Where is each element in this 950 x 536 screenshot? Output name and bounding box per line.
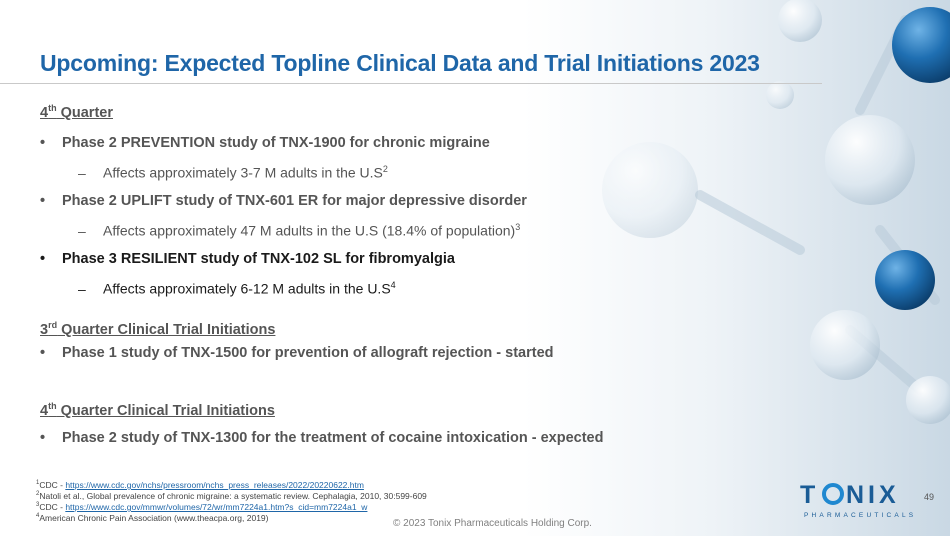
footnote-number: 3 (36, 502, 40, 509)
footnote-number: 4 (36, 513, 40, 520)
dash-symbol: – (78, 222, 86, 239)
bullet-text: Phase 2 study of TNX-1300 for the treatm… (62, 430, 604, 446)
sub-bullet-text: Affects approximately 3-7 M adults in th… (103, 164, 383, 181)
footnote-ref: 2 (382, 164, 388, 174)
heading-ordinal: th (48, 103, 57, 113)
title-divider (0, 83, 822, 84)
heading-ordinal: th (48, 401, 57, 411)
heading-number: 3 (40, 321, 49, 338)
bullet-symbol: • (40, 430, 46, 446)
footnote-ref: 4 (390, 280, 396, 290)
heading-text: Quarter Clinical Trial Initiations (57, 321, 276, 338)
heading-text: Quarter (56, 104, 113, 121)
copyright-notice: © 2023 Tonix Pharmaceuticals Holding Cor… (393, 518, 592, 529)
bullet-item: • Phase 2 study of TNX-1300 for the treat… (40, 430, 603, 446)
bullet-text: Phase 3 RESILIENT study of TNX-102 SL fo… (62, 251, 455, 267)
dash-symbol: – (78, 280, 86, 297)
section-heading-q3-initiations: 3rd Quarter Clinical Trial Initiations (40, 320, 275, 338)
bullet-item: • Phase 1 study of TNX-1500 for preventio… (40, 345, 554, 361)
svg-text:PHARMACEUTICALS: PHARMACEUTICALS (804, 512, 916, 519)
sub-bullet-item: – Affects approximately 6-12 M adults in … (78, 280, 396, 297)
bullet-symbol: • (40, 251, 46, 267)
bullet-item: • Phase 2 PREVENTION study of TNX-1900 fo… (40, 135, 490, 151)
bullet-item: • Phase 3 RESILIENT study of TNX-102 SL f… (40, 251, 455, 267)
footnote-number: 1 (36, 480, 40, 487)
sub-bullet-item: – Affects approximately 3-7 M adults in t… (78, 164, 388, 181)
svg-text:NIX: NIX (846, 481, 900, 509)
footnote-ref: 3 (515, 222, 521, 232)
dash-symbol: – (78, 164, 86, 181)
bullet-text: Phase 1 study of TNX-1500 for prevention… (62, 345, 554, 361)
footnote: 1CDC - https://www.cdc.gov/nchs/pressroo… (36, 480, 364, 490)
bullet-symbol: • (40, 345, 46, 361)
heading-number: 4 (40, 402, 49, 419)
footnote-text: American Chronic Pain Association (www.t… (39, 513, 269, 523)
bullet-text: Phase 2 UPLIFT study of TNX-601 ER for m… (62, 193, 527, 209)
heading-text: Quarter Clinical Trial Initiations (56, 402, 275, 419)
svg-text:T: T (800, 481, 819, 509)
footnote-text: Natoli et al., Global prevalence of chro… (39, 491, 427, 501)
bullet-text: Phase 2 PREVENTION study of TNX-1900 for… (62, 135, 490, 151)
bullet-symbol: • (40, 135, 46, 151)
footnote-text: CDC - (39, 502, 66, 512)
footnote-link[interactable]: https://www.cdc.gov/nchs/pressroom/nchs_… (65, 480, 364, 490)
footnote: 2Natoli et al., Global prevalence of chr… (36, 491, 427, 501)
footnote: 4American Chronic Pain Association (www.… (36, 513, 269, 523)
tonix-logo: T NIX PHARMACEUTICALS (800, 481, 916, 519)
bullet-item: • Phase 2 UPLIFT study of TNX-601 ER for … (40, 193, 527, 209)
bullet-symbol: • (40, 193, 46, 209)
sub-bullet-item: – Affects approximately 47 M adults in th… (78, 222, 520, 239)
footnote-number: 2 (36, 491, 40, 498)
footnote: 3CDC - https://www.cdc.gov/mmwr/volumes/… (36, 502, 367, 512)
sub-bullet-text: Affects approximately 47 M adults in the… (103, 222, 516, 239)
sub-bullet-text: Affects approximately 6-12 M adults in t… (103, 280, 391, 297)
page-number: 49 (924, 492, 935, 502)
footnote-link[interactable]: https://www.cdc.gov/mmwr/volumes/72/wr/m… (65, 502, 368, 512)
footnote-text: CDC - (39, 480, 66, 490)
section-heading-q4: 4th Quarter (40, 103, 113, 121)
section-heading-q4-initiations: 4th Quarter Clinical Trial Initiations (40, 401, 275, 419)
heading-ordinal: rd (48, 320, 58, 330)
page-title: Upcoming: Expected Topline Clinical Data… (40, 50, 760, 76)
heading-number: 4 (40, 104, 49, 121)
